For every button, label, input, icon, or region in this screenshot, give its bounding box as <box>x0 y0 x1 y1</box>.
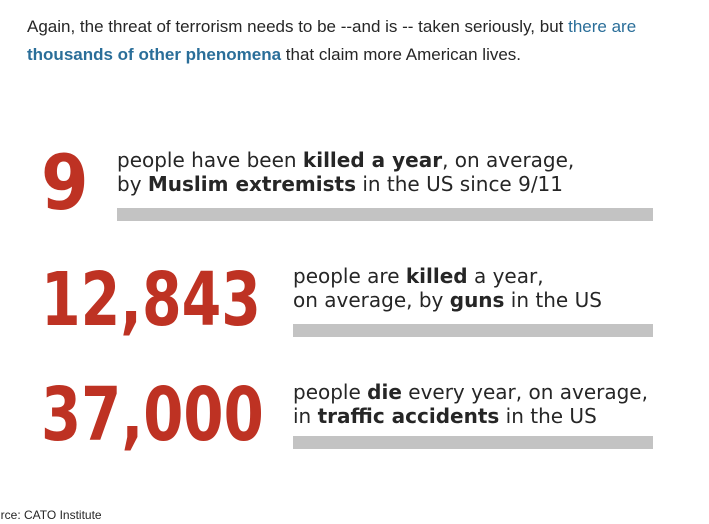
intro-paragraph: Again, the threat of terrorism needs to … <box>27 13 697 69</box>
stat-text-bold: traffic accidents <box>317 404 500 428</box>
stat-bar-guns <box>293 324 653 337</box>
stat-description-terrorism: people have been killed a year, on avera… <box>117 148 574 196</box>
stat-text-part: every year, on average, <box>401 380 648 404</box>
stat-text-part: by <box>117 172 148 196</box>
stat-text-bold: Muslim extremists <box>147 172 356 196</box>
intro-text: Again, the threat of terrorism needs to … <box>27 17 569 36</box>
stat-number-guns: 12,843 <box>41 257 261 343</box>
source-credit: urce: CATO Institute <box>0 508 102 522</box>
phenomena-link[interactable]: there are thousands of other phenomena <box>27 17 636 64</box>
stat-line: on average, by guns in the US <box>293 288 602 312</box>
stat-text-bold: die <box>367 380 402 404</box>
stat-text-part: in the US <box>504 288 602 312</box>
stat-text-bold: killed <box>405 264 468 288</box>
stat-line: people are killed a year, <box>293 264 602 288</box>
stat-bar-terrorism <box>117 208 653 221</box>
stat-text-bold: guns <box>449 288 505 312</box>
statistics-infographic: 9 people have been killed a year, on ave… <box>0 88 709 500</box>
stat-description-traffic: people die every year, on average, in tr… <box>293 380 648 428</box>
stat-number-traffic: 37,000 <box>41 372 264 458</box>
stat-line: people die every year, on average, <box>293 380 648 404</box>
stat-line: people have been killed a year, on avera… <box>117 148 574 172</box>
intro-text-end: that claim more American lives. <box>281 45 522 64</box>
stat-text-part: people <box>293 380 368 404</box>
stat-text-part: on average, by <box>293 288 450 312</box>
stat-text-part: people are <box>293 264 406 288</box>
stat-description-guns: people are killed a year, on average, by… <box>293 264 602 312</box>
stat-text-part: in <box>293 404 318 428</box>
stat-text-part: people have been <box>117 148 303 172</box>
stat-bar-traffic <box>293 436 653 449</box>
stat-text-part: in the US since 9/11 <box>355 172 564 196</box>
phenomena-link-text: there are <box>568 17 637 36</box>
phenomena-link-bold: thousands of other phenomena <box>27 45 282 64</box>
stat-line: by Muslim extremists in the US since 9/1… <box>117 172 574 196</box>
stat-text-part: in the US <box>499 404 597 428</box>
stat-text-bold: killed a year <box>302 148 443 172</box>
stat-line: in traffic accidents in the US <box>293 404 648 428</box>
stat-text-part: , on average, <box>442 148 575 172</box>
stat-number-terrorism: 9 <box>41 138 89 227</box>
stat-text-part: a year, <box>467 264 544 288</box>
